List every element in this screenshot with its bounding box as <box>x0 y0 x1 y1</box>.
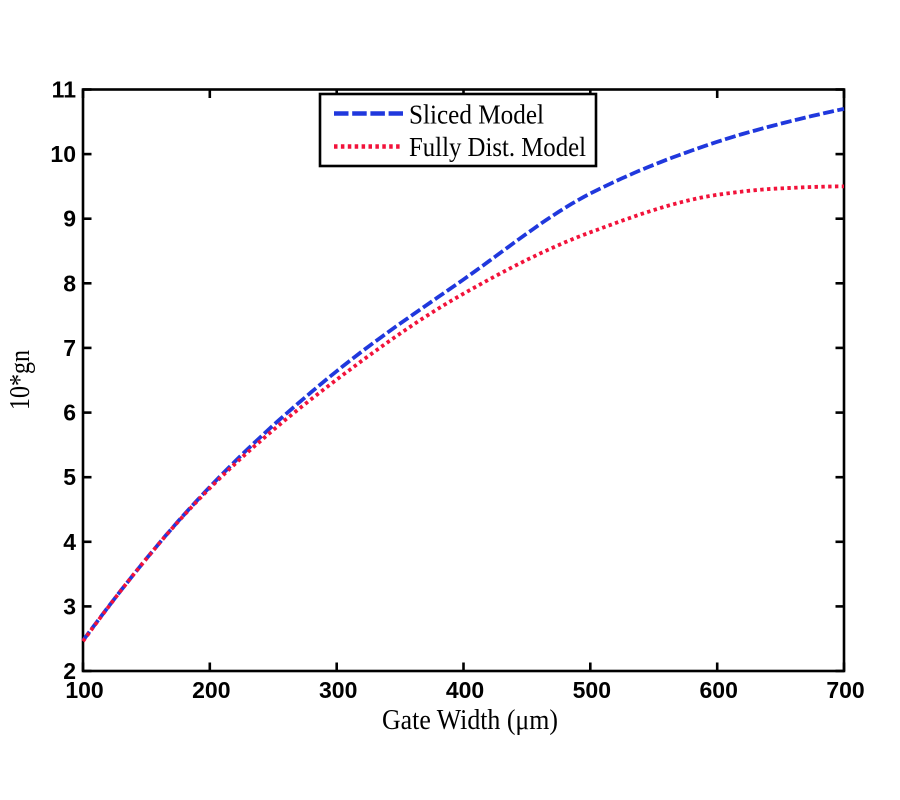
svg-text:4: 4 <box>63 529 76 555</box>
svg-text:Fully Dist. Model: Fully Dist. Model <box>409 132 586 162</box>
svg-text:6: 6 <box>63 400 76 426</box>
svg-text:200: 200 <box>192 677 230 703</box>
svg-text:400: 400 <box>446 677 484 703</box>
svg-text:8: 8 <box>63 270 76 296</box>
svg-text:5: 5 <box>63 464 76 490</box>
svg-text:100: 100 <box>65 677 103 703</box>
svg-text:600: 600 <box>700 677 738 703</box>
svg-text:3: 3 <box>63 593 76 619</box>
svg-text:700: 700 <box>826 677 864 703</box>
svg-text:300: 300 <box>319 677 357 703</box>
svg-text:10*gn: 10*gn <box>5 350 36 410</box>
svg-text:Sliced Model: Sliced Model <box>409 100 544 130</box>
svg-text:Gate Width (μm): Gate Width (μm) <box>382 704 558 736</box>
svg-text:10: 10 <box>50 141 76 167</box>
svg-text:11: 11 <box>52 77 77 103</box>
svg-text:2: 2 <box>63 658 76 684</box>
svg-text:9: 9 <box>63 206 76 232</box>
svg-text:500: 500 <box>573 677 611 703</box>
svg-text:7: 7 <box>63 335 76 361</box>
